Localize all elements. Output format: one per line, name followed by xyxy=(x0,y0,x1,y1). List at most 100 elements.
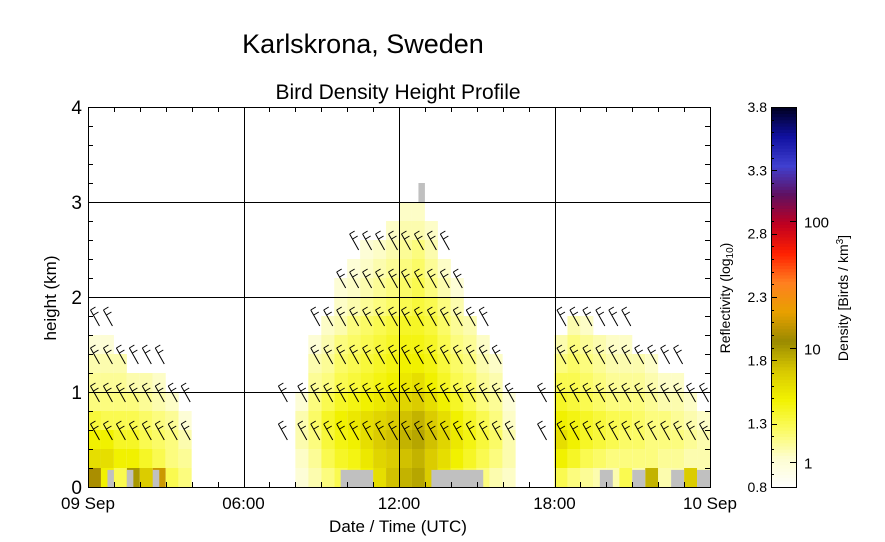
heatmap-cell xyxy=(88,411,101,430)
heatmap-cell xyxy=(334,449,348,468)
heatmap-cell xyxy=(489,373,503,392)
colorbar-segment xyxy=(771,417,796,422)
heatmap-cell xyxy=(671,449,685,468)
location-title: Karlskrona, Sweden xyxy=(242,29,484,59)
heatmap-cell xyxy=(139,430,153,449)
colorbar-segment xyxy=(771,167,796,171)
heatmap-cell xyxy=(295,468,309,487)
heatmap-cell xyxy=(658,411,672,430)
wind-barb xyxy=(569,344,580,365)
heatmap-cell xyxy=(554,335,568,354)
heatmap-cell xyxy=(113,392,127,411)
wind-barb xyxy=(401,344,411,365)
colorbar-reflectivity-tick-label: 3.3 xyxy=(748,162,768,178)
plot-area: 0 1 2 3 4 09 Sep 06:00 12:00 18:00 10 Sep xyxy=(61,98,737,513)
heatmap-cell xyxy=(308,354,322,373)
heatmap-cell xyxy=(386,316,399,335)
heatmap-cell xyxy=(411,354,425,373)
colorbar-segment xyxy=(771,335,796,339)
heatmap-cell xyxy=(321,411,335,430)
nodata-cell xyxy=(671,469,685,487)
wind-barb xyxy=(452,268,463,289)
wind-barb xyxy=(90,420,100,441)
wind-barb xyxy=(673,382,684,403)
heatmap-cell xyxy=(295,411,309,430)
heatmap-cell xyxy=(658,373,672,392)
colorbar-segment xyxy=(771,255,796,260)
colorbar-segment xyxy=(771,452,796,456)
wind-barb xyxy=(375,268,385,289)
wind-barb xyxy=(621,344,632,365)
colorbar-segment xyxy=(771,398,796,403)
heatmap-cell xyxy=(308,468,322,487)
heatmap-cell xyxy=(152,411,166,430)
colorbar-segment xyxy=(771,198,796,203)
heatmap-cell xyxy=(373,449,387,468)
heatmap-cell xyxy=(580,468,594,487)
colorbar-segment xyxy=(771,287,796,292)
heatmap-cell xyxy=(386,430,399,449)
wind-barb xyxy=(537,420,547,441)
heatmap-cell xyxy=(424,259,438,278)
y-tick-label: 4 xyxy=(71,98,82,119)
colorbar-segment xyxy=(771,414,796,418)
heatmap-cell xyxy=(88,468,101,487)
heatmap-cell xyxy=(450,297,464,316)
colorbar-segment xyxy=(771,259,796,263)
chart-title: Bird Density Height Profile xyxy=(275,81,520,104)
heatmap-cell xyxy=(411,430,425,449)
heatmap-cell xyxy=(606,354,620,373)
heatmap-cell xyxy=(645,449,659,468)
wind-barb xyxy=(634,344,645,365)
heatmap-cell xyxy=(373,468,387,487)
wind-barb xyxy=(310,420,321,441)
heatmap-cell xyxy=(100,392,114,411)
colorbar-segment xyxy=(771,300,796,304)
heatmap-cell xyxy=(360,278,374,297)
colorbar-segment xyxy=(771,176,796,181)
heatmap-cell xyxy=(321,468,335,487)
heatmap-cell xyxy=(489,449,503,468)
wind-barb xyxy=(595,306,606,327)
wind-barb xyxy=(103,344,113,365)
colorbar-segment xyxy=(771,455,796,460)
heatmap-cell xyxy=(386,278,399,297)
heatmap-cell xyxy=(411,449,425,468)
heatmap-cell xyxy=(567,354,581,373)
heatmap-cell xyxy=(645,468,659,487)
colorbar-segment xyxy=(771,183,796,187)
heatmap-cell xyxy=(386,354,399,373)
heatmap-cell xyxy=(580,316,594,335)
colorbar-density-tick-label: 100 xyxy=(804,215,829,232)
wind-barb xyxy=(504,382,515,403)
colorbar-segment xyxy=(771,145,796,149)
colorbar-segment xyxy=(771,246,796,251)
heatmap-cell xyxy=(411,335,425,354)
heatmap-cell xyxy=(386,335,399,354)
heatmap-cell xyxy=(88,449,101,468)
wind-barb xyxy=(660,344,671,365)
heatmap-cell xyxy=(386,297,399,316)
heatmap-cell xyxy=(411,392,425,411)
wind-barb xyxy=(673,344,684,365)
colorbar-segment xyxy=(771,119,796,124)
wind-barb xyxy=(608,306,619,327)
heatmap-cell xyxy=(373,316,387,335)
heatmap-cell xyxy=(360,354,374,373)
heatmap-cell xyxy=(606,430,620,449)
wind-barb xyxy=(90,382,100,403)
colorbar-segment xyxy=(771,347,796,352)
wind-barb xyxy=(388,382,398,403)
heatmap-cell xyxy=(684,430,698,449)
colorbar-segment xyxy=(771,173,796,178)
heatmap-cell xyxy=(100,335,114,354)
heatmap-cell xyxy=(178,430,192,449)
colorbar-segment xyxy=(771,341,796,346)
heatmap-cell xyxy=(100,354,114,373)
heatmap-cell xyxy=(113,354,127,373)
heatmap-cell xyxy=(463,449,477,468)
wind-barb xyxy=(491,382,502,403)
colorbar-segment xyxy=(771,312,796,317)
colorbar-segment xyxy=(771,458,796,463)
wind-barb xyxy=(621,306,632,327)
